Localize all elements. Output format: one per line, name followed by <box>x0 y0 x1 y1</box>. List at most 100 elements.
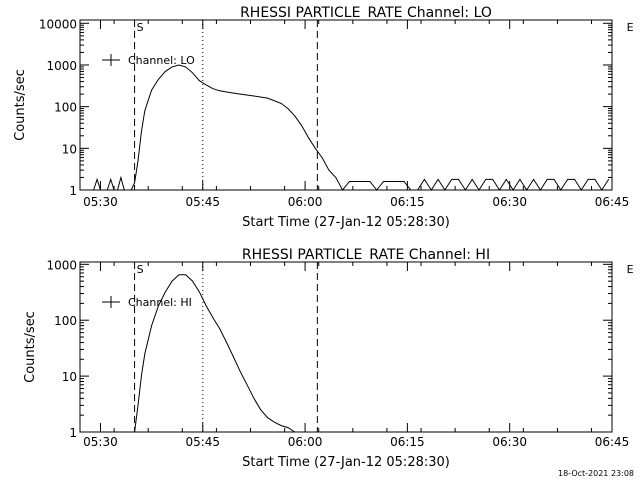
data-point <box>192 280 193 282</box>
data-point <box>192 72 193 74</box>
start-marker-label: S <box>137 263 144 276</box>
data-point <box>205 305 207 307</box>
data-point <box>123 189 125 191</box>
x-axis-label: Start Time (27-Jan-12 05:28:30) <box>242 455 450 470</box>
data-point <box>89 189 91 191</box>
data-point <box>96 178 98 180</box>
y-tick-label: 1000 <box>46 59 77 73</box>
data-point <box>308 137 309 139</box>
data-point <box>151 89 153 91</box>
end-marker-label: E <box>627 263 634 276</box>
y-axis-label: Counts/sec <box>13 69 28 141</box>
data-point <box>120 177 122 178</box>
data-point <box>93 189 95 191</box>
data-point <box>171 280 173 282</box>
y-tick-label: 10 <box>62 142 77 156</box>
data-point <box>349 181 350 182</box>
data-point <box>383 181 384 182</box>
data-point <box>151 325 153 327</box>
data-point <box>464 189 466 191</box>
data-point <box>127 189 129 191</box>
data-point <box>100 189 101 191</box>
data-point <box>117 189 118 191</box>
x-tick-label: 06:45 <box>595 195 630 209</box>
data-point <box>458 178 459 180</box>
data-point <box>267 97 268 99</box>
data-point <box>369 181 371 182</box>
data-point <box>444 189 446 191</box>
x-tick-label: 05:45 <box>185 435 220 449</box>
data-point <box>533 178 534 180</box>
data-point <box>219 328 221 330</box>
series-line <box>134 274 296 433</box>
data-point <box>134 182 135 184</box>
data-point <box>158 305 159 307</box>
plot-frame <box>79 261 613 433</box>
data-point <box>478 189 480 191</box>
plot-frame <box>79 19 613 191</box>
data-point <box>362 181 364 182</box>
data-point <box>226 91 228 93</box>
data-point <box>103 189 105 191</box>
x-tick-label: 06:15 <box>390 435 425 449</box>
y-tick-label: 10 <box>62 370 77 384</box>
data-point <box>158 79 159 80</box>
data-point <box>178 64 180 66</box>
data-point <box>267 417 268 419</box>
data-point <box>355 181 357 182</box>
data-point <box>212 88 214 90</box>
data-point <box>287 108 289 109</box>
data-point <box>171 66 173 68</box>
data-point <box>342 189 343 191</box>
data-point <box>471 178 473 180</box>
data-point <box>137 404 139 406</box>
data-point <box>335 177 337 178</box>
data-point <box>106 189 108 191</box>
data-point <box>140 131 142 133</box>
data-point <box>144 353 146 355</box>
chart-title: RHESSI PARTICLE_RATE Channel: LO <box>240 5 492 21</box>
data-point <box>130 189 132 191</box>
data-point <box>246 384 248 386</box>
start-marker-label: S <box>137 21 144 34</box>
y-axis-label: Counts/sec <box>23 311 38 383</box>
x-tick-label: 05:45 <box>185 195 220 209</box>
data-point <box>539 189 541 191</box>
data-point <box>553 178 555 180</box>
data-point <box>608 178 609 180</box>
data-point <box>314 147 316 149</box>
legend-label: Channel: LO <box>128 54 195 67</box>
data-point <box>198 291 200 293</box>
data-point <box>164 291 166 293</box>
x-tick-label: 05:30 <box>83 435 118 449</box>
data-point <box>239 371 241 373</box>
data-point <box>219 90 221 92</box>
data-point <box>185 274 187 276</box>
data-point <box>212 317 214 319</box>
x-axis-label: Start Time (27-Jan-12 05:28:30) <box>242 215 450 230</box>
data-point <box>178 274 180 276</box>
y-tick-label: 1 <box>69 184 77 198</box>
data-point <box>437 178 439 180</box>
data-point <box>403 181 405 182</box>
data-point <box>137 160 139 162</box>
data-point <box>601 189 603 191</box>
data-point <box>280 425 282 427</box>
data-point <box>260 409 262 411</box>
data-point <box>519 178 521 180</box>
data-point <box>294 115 296 117</box>
legend-label: Channel: HI <box>128 296 192 309</box>
data-point <box>328 169 330 171</box>
footer-datestamp: 18-Oct-2021 23:08 <box>558 469 634 478</box>
data-point <box>505 178 507 180</box>
data-point <box>144 110 146 112</box>
end-marker-label: E <box>627 21 634 34</box>
data-point <box>594 178 596 180</box>
y-tick-label: 100 <box>54 101 77 115</box>
data-point <box>164 71 166 72</box>
data-point <box>567 178 569 180</box>
data-point <box>424 178 425 180</box>
data-point <box>492 178 494 180</box>
series-line <box>90 64 610 191</box>
